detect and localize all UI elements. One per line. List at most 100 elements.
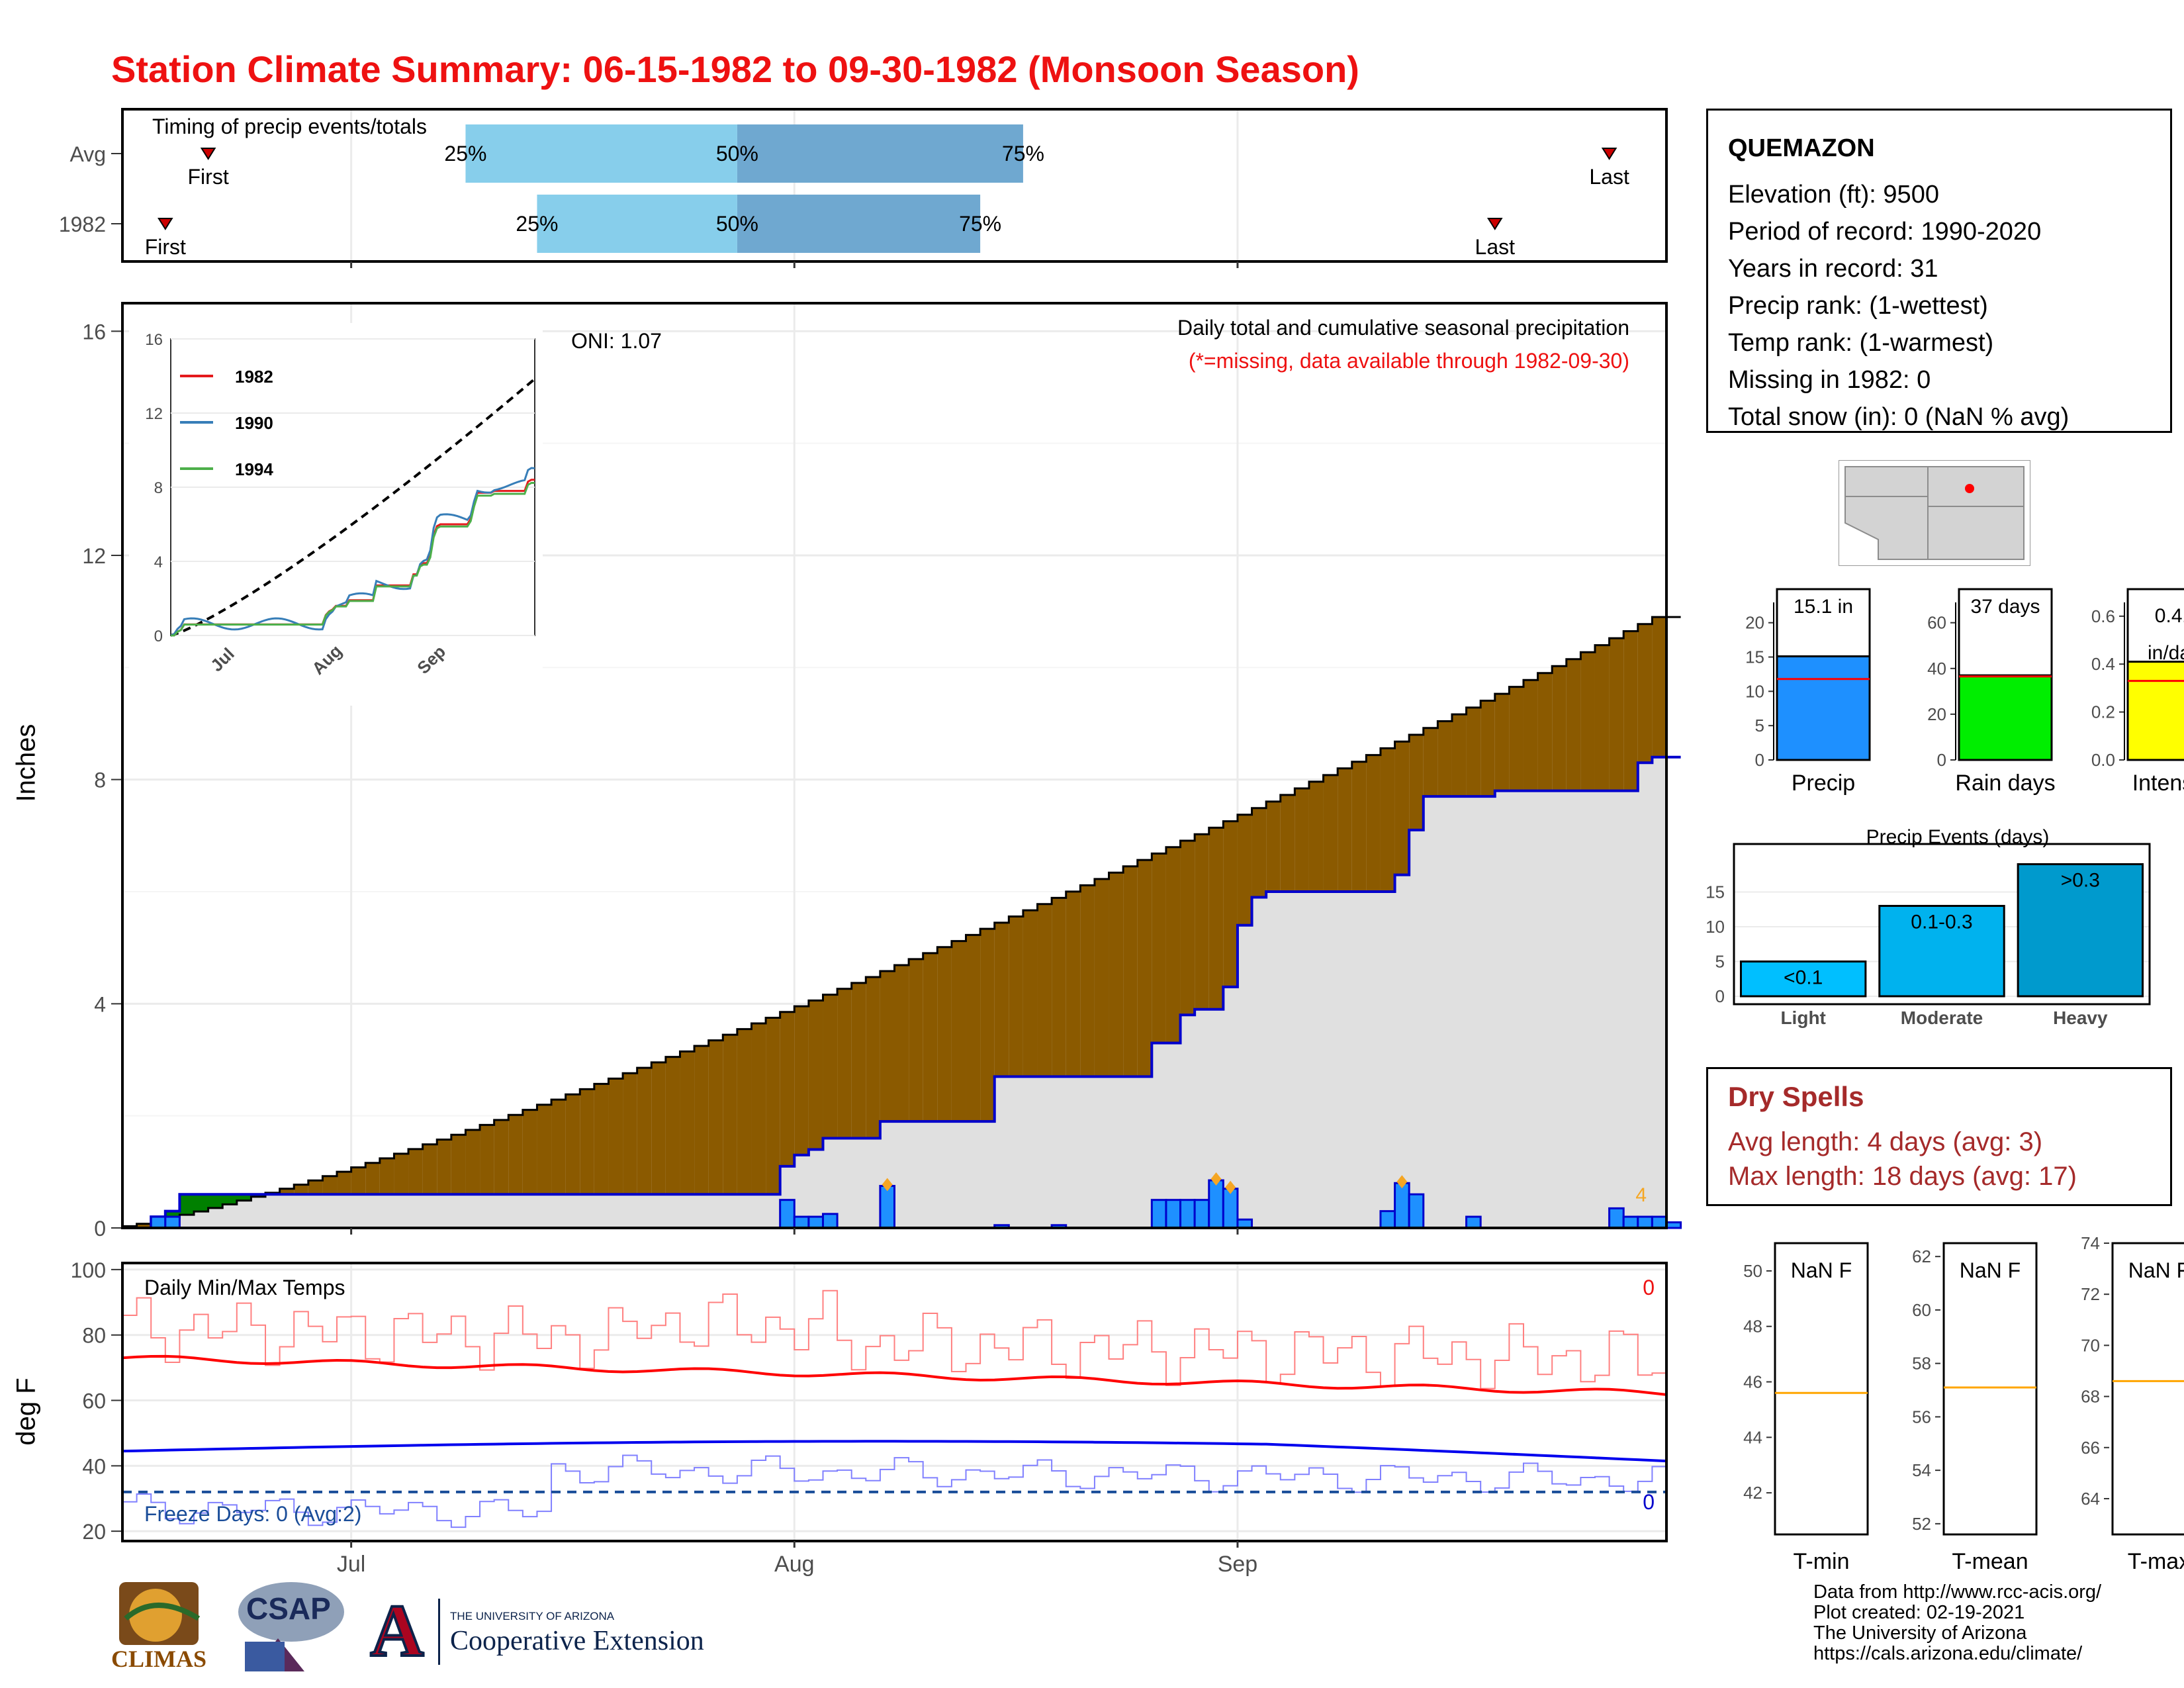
dry-anomaly-segment: [894, 964, 909, 1122]
avg-area-segment: [222, 1204, 238, 1228]
station-location-dot: [1965, 484, 1974, 493]
avg-area-segment: [179, 1215, 195, 1228]
avg-area-segment: [265, 1192, 281, 1228]
inset-series-line: [170, 467, 535, 637]
tbox-y-tick-label: 74: [2081, 1233, 2100, 1253]
dry-anomaly-segment: [1195, 834, 1210, 1009]
tbox-y-tick-label: 52: [1912, 1514, 1931, 1534]
event-bar-label: 0.1-0.3: [1911, 912, 1972, 933]
footer-line: The University of Arizona: [1813, 1622, 2027, 1644]
x-axis-month-label: Aug: [774, 1552, 815, 1577]
timing-last-marker: [1601, 148, 1617, 160]
daily-precip-bar: [150, 1215, 167, 1229]
footer-line: https://cals.arizona.edu/climate/: [1813, 1643, 2083, 1664]
dry-anomaly-segment: [1280, 794, 1295, 892]
wet-anomaly-segment: [194, 1194, 209, 1212]
dry-anomaly-segment: [1552, 666, 1567, 791]
tbox-name: T-max: [2128, 1549, 2184, 1574]
dry-spells-title: Dry Spells: [1728, 1081, 1864, 1112]
csap-logo: CSAP: [232, 1579, 351, 1678]
tbox-value-label: NaN F: [1791, 1258, 1852, 1282]
dry-anomaly-segment: [1123, 866, 1138, 1077]
tbox-frame: [1942, 1242, 2038, 1536]
avg-area-segment: [208, 1207, 223, 1228]
summary-y-tick-label: 40: [1927, 659, 1946, 679]
avg-area-segment: [1308, 781, 1324, 1228]
dry-anomaly-segment: [394, 1153, 409, 1195]
summary-value-part: 0.41: [2155, 605, 2184, 627]
tbox-y-tick-label: 66: [2081, 1438, 2100, 1458]
dry-anomaly-segment: [980, 929, 995, 1122]
dry-anomaly-segment: [1009, 916, 1024, 1077]
extreme-marker: [1396, 1175, 1408, 1189]
temp-plot-area: [122, 1263, 1666, 1541]
summary-bar-name: Intensity: [2132, 771, 2184, 796]
inset-y-tick-label: 4: [154, 553, 163, 571]
tbox-y-tick-label: 48: [1743, 1317, 1762, 1336]
dry-anomaly-segment: [1180, 840, 1195, 1015]
dry-anomaly-segment: [451, 1135, 467, 1195]
avg-area-segment: [1552, 666, 1567, 1228]
dry-anomaly-segment: [1380, 748, 1396, 892]
station-name: QUEMAZON: [1728, 134, 1875, 162]
events-y-tick-label: 5: [1715, 952, 1725, 972]
event-bar: [2017, 863, 2144, 998]
temp-y-tick-label: 100: [71, 1258, 106, 1282]
temp-y-label: deg F: [11, 1378, 41, 1446]
timing-q50-label: 50%: [716, 212, 758, 236]
summary-y-tick-label: 0.4: [2091, 654, 2115, 674]
dry-anomaly-segment: [551, 1100, 567, 1195]
avg-area-segment: [251, 1196, 266, 1228]
dry-anomaly-segment: [737, 1029, 752, 1195]
daily-min-line: [122, 1454, 1666, 1528]
dry-anomaly-segment: [565, 1094, 580, 1195]
daily-precip-bar: [1665, 1221, 1682, 1229]
avg-area-segment: [1266, 801, 1281, 1228]
tbox-y-tick-label: 44: [1743, 1427, 1762, 1447]
daily-precip-bar: [1465, 1215, 1482, 1229]
timing-box-upper: [737, 195, 981, 253]
inset-legend-label: 1982: [235, 367, 273, 387]
climas-logo: CLIMAS: [106, 1579, 218, 1678]
avg-area-segment: [1523, 680, 1539, 1228]
dry-anomaly-segment: [1351, 761, 1367, 892]
cold-days-count: 0: [1643, 1490, 1655, 1514]
temp-y-tick-label: 20: [82, 1520, 106, 1544]
dry-anomaly-segment: [1394, 741, 1410, 875]
dry-anomaly-segment: [794, 1006, 809, 1155]
tbox-y-tick-label: 46: [1743, 1372, 1762, 1392]
dry-anomaly-segment: [1623, 631, 1639, 791]
extreme-marker: [1225, 1180, 1236, 1194]
summary-y-tick-label: 20: [1927, 704, 1946, 724]
avg-area-segment: [1637, 624, 1653, 1228]
daily-precip-bar: [1394, 1182, 1410, 1229]
tbox-y-tick-label: 62: [1912, 1246, 1931, 1266]
summary-y-tick-label: 10: [1745, 681, 1764, 701]
wet-anomaly-segment: [222, 1194, 238, 1205]
avg-area-segment: [1280, 794, 1295, 1228]
summary-value-label: 15.1 in: [1794, 596, 1853, 618]
station-info-line: Total snow (in): 0 (NaN % avg): [1728, 403, 2070, 431]
coop-ext-logo-small: THE UNIVERSITY OF ARIZONA: [450, 1610, 615, 1622]
events-y-tick-label: 15: [1706, 882, 1725, 902]
dry-anomaly-segment: [322, 1176, 338, 1195]
avg-area-segment: [279, 1188, 295, 1228]
dry-anomaly-segment: [637, 1068, 652, 1195]
extreme-count: 4: [1635, 1184, 1647, 1206]
inset-avg-line: [170, 377, 536, 637]
dry-anomaly-segment: [751, 1023, 766, 1195]
dry-anomaly-segment: [480, 1125, 495, 1195]
dry-anomaly-segment: [623, 1073, 638, 1195]
daily-precip-bar: [1622, 1215, 1639, 1229]
tbox-y-tick-label: 72: [2081, 1284, 2100, 1304]
dry-anomaly-segment: [1423, 727, 1438, 797]
temp-label: Daily Min/Max Temps: [144, 1276, 345, 1299]
oni-label: ONI: 1.07: [571, 329, 662, 353]
summary-value-label: 0.41 in/day: [2148, 605, 2184, 664]
daily-precip-bar: [793, 1215, 810, 1229]
main-y-tick-label: 4: [94, 992, 106, 1016]
tbox-y-tick-label: 70: [2081, 1335, 2100, 1355]
timing-frame: [121, 108, 1668, 263]
dry-anomaly-segment: [1094, 878, 1110, 1077]
main-y-tick-label: 8: [94, 769, 106, 792]
